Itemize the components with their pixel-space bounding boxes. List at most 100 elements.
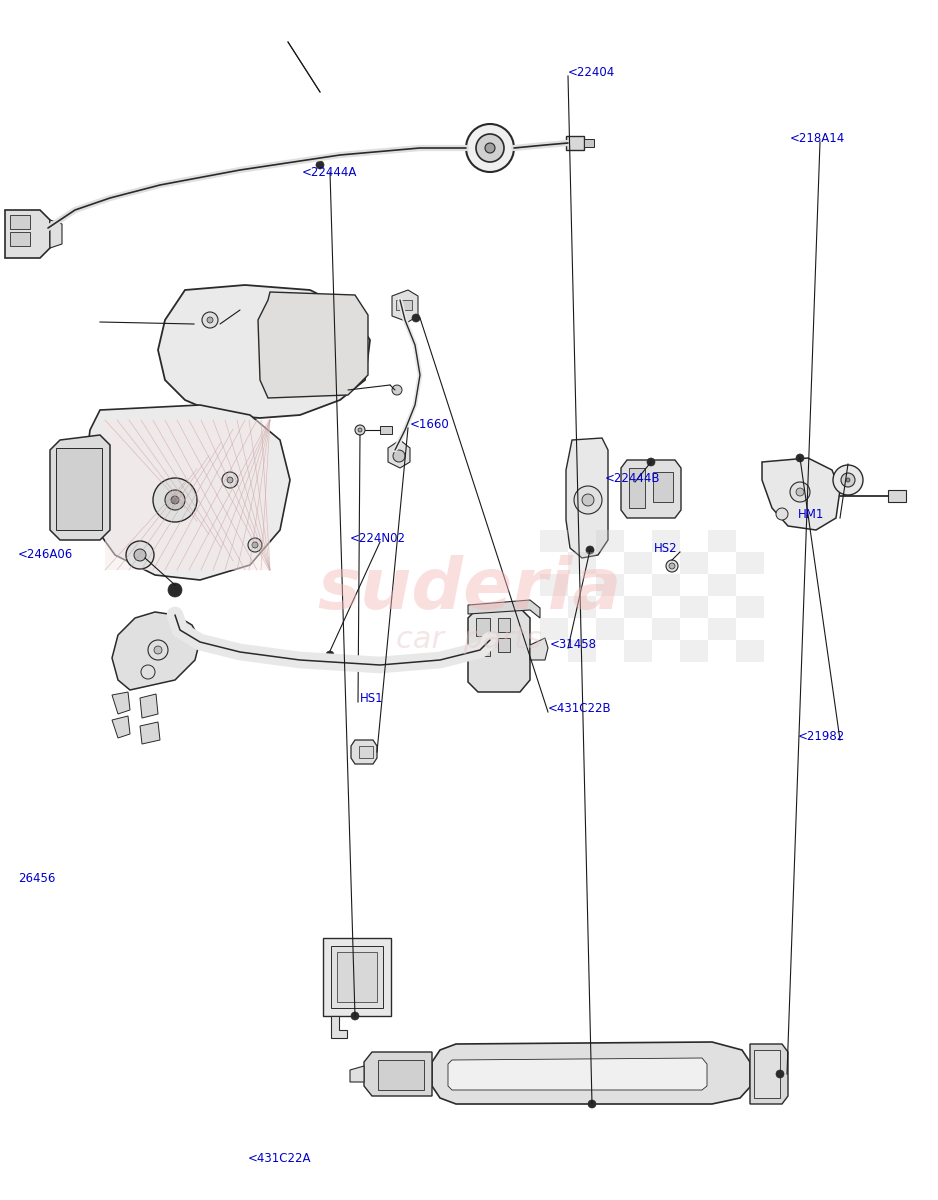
Bar bbox=[10, 232, 30, 246]
Circle shape bbox=[358, 428, 362, 432]
Circle shape bbox=[126, 541, 154, 569]
Circle shape bbox=[466, 124, 514, 172]
Bar bbox=[540, 574, 568, 596]
Bar bbox=[337, 952, 377, 1002]
Bar bbox=[624, 640, 652, 662]
Text: HM1: HM1 bbox=[798, 508, 825, 521]
Circle shape bbox=[168, 583, 182, 596]
Circle shape bbox=[669, 563, 675, 569]
Circle shape bbox=[134, 550, 146, 560]
Circle shape bbox=[476, 134, 504, 162]
Circle shape bbox=[588, 1100, 596, 1108]
Polygon shape bbox=[364, 1052, 432, 1096]
Bar bbox=[198, 316, 205, 322]
Bar bbox=[708, 618, 736, 640]
Circle shape bbox=[154, 646, 162, 654]
Polygon shape bbox=[50, 220, 62, 248]
Polygon shape bbox=[392, 290, 418, 322]
Bar bbox=[653, 472, 673, 502]
Polygon shape bbox=[140, 722, 160, 744]
Circle shape bbox=[586, 546, 594, 554]
Circle shape bbox=[171, 496, 179, 504]
Polygon shape bbox=[432, 1042, 750, 1104]
Text: <218A14: <218A14 bbox=[790, 132, 845, 144]
Text: <431C22B: <431C22B bbox=[548, 702, 612, 714]
Bar bbox=[476, 618, 490, 636]
Polygon shape bbox=[351, 740, 377, 764]
Bar bbox=[680, 552, 708, 574]
Bar bbox=[652, 530, 680, 552]
Circle shape bbox=[355, 425, 365, 434]
Polygon shape bbox=[621, 460, 681, 518]
Polygon shape bbox=[566, 438, 608, 558]
Circle shape bbox=[351, 1012, 359, 1020]
Text: car  parts: car parts bbox=[396, 625, 542, 654]
Circle shape bbox=[485, 143, 495, 152]
Bar bbox=[568, 596, 596, 618]
Polygon shape bbox=[350, 1066, 364, 1082]
Polygon shape bbox=[140, 694, 158, 718]
Bar bbox=[708, 530, 736, 552]
Bar bbox=[323, 938, 391, 1016]
Bar bbox=[331, 946, 383, 1008]
Polygon shape bbox=[112, 692, 130, 714]
Text: 26456: 26456 bbox=[18, 871, 55, 884]
Circle shape bbox=[204, 320, 210, 326]
Circle shape bbox=[666, 560, 678, 572]
Circle shape bbox=[582, 494, 594, 506]
Bar bbox=[596, 530, 624, 552]
Polygon shape bbox=[468, 608, 530, 692]
Circle shape bbox=[790, 482, 810, 502]
Bar bbox=[498, 618, 510, 632]
Bar bbox=[56, 448, 102, 530]
Polygon shape bbox=[388, 440, 410, 468]
Circle shape bbox=[833, 464, 863, 494]
Polygon shape bbox=[331, 1016, 347, 1038]
Polygon shape bbox=[85, 404, 290, 580]
Bar bbox=[584, 139, 594, 146]
Bar bbox=[476, 642, 490, 656]
Text: <22444B: <22444B bbox=[605, 472, 660, 485]
Bar bbox=[498, 638, 510, 652]
Circle shape bbox=[227, 476, 233, 482]
Bar bbox=[624, 552, 652, 574]
Text: <22444A: <22444A bbox=[302, 166, 357, 179]
Text: <224N02: <224N02 bbox=[350, 532, 406, 545]
Text: HS2: HS2 bbox=[654, 541, 677, 554]
Bar bbox=[736, 596, 764, 618]
Bar bbox=[198, 326, 205, 332]
Bar bbox=[540, 530, 568, 552]
Bar bbox=[359, 746, 373, 758]
Polygon shape bbox=[5, 210, 50, 258]
Bar bbox=[396, 300, 412, 310]
Bar bbox=[680, 596, 708, 618]
Bar bbox=[540, 618, 568, 640]
Circle shape bbox=[841, 473, 855, 487]
Circle shape bbox=[776, 1070, 784, 1078]
Circle shape bbox=[647, 458, 655, 466]
Circle shape bbox=[248, 538, 262, 552]
Circle shape bbox=[412, 314, 420, 322]
Circle shape bbox=[796, 454, 804, 462]
Polygon shape bbox=[750, 1044, 788, 1104]
Text: <22404: <22404 bbox=[568, 66, 615, 78]
Text: <431C22A: <431C22A bbox=[248, 1152, 311, 1164]
Circle shape bbox=[326, 650, 334, 659]
Circle shape bbox=[393, 450, 405, 462]
Circle shape bbox=[392, 385, 402, 395]
Circle shape bbox=[776, 508, 788, 520]
Text: <246A06: <246A06 bbox=[18, 547, 73, 560]
Text: suderia: suderia bbox=[317, 556, 621, 624]
Circle shape bbox=[796, 488, 804, 496]
Bar bbox=[680, 640, 708, 662]
Circle shape bbox=[574, 486, 602, 514]
Bar bbox=[624, 596, 652, 618]
Text: <31458: <31458 bbox=[550, 637, 597, 650]
Circle shape bbox=[148, 640, 168, 660]
Bar bbox=[566, 136, 584, 150]
Bar bbox=[888, 490, 906, 502]
Bar bbox=[708, 574, 736, 596]
Circle shape bbox=[165, 490, 185, 510]
Circle shape bbox=[252, 542, 258, 548]
Polygon shape bbox=[105, 420, 270, 570]
